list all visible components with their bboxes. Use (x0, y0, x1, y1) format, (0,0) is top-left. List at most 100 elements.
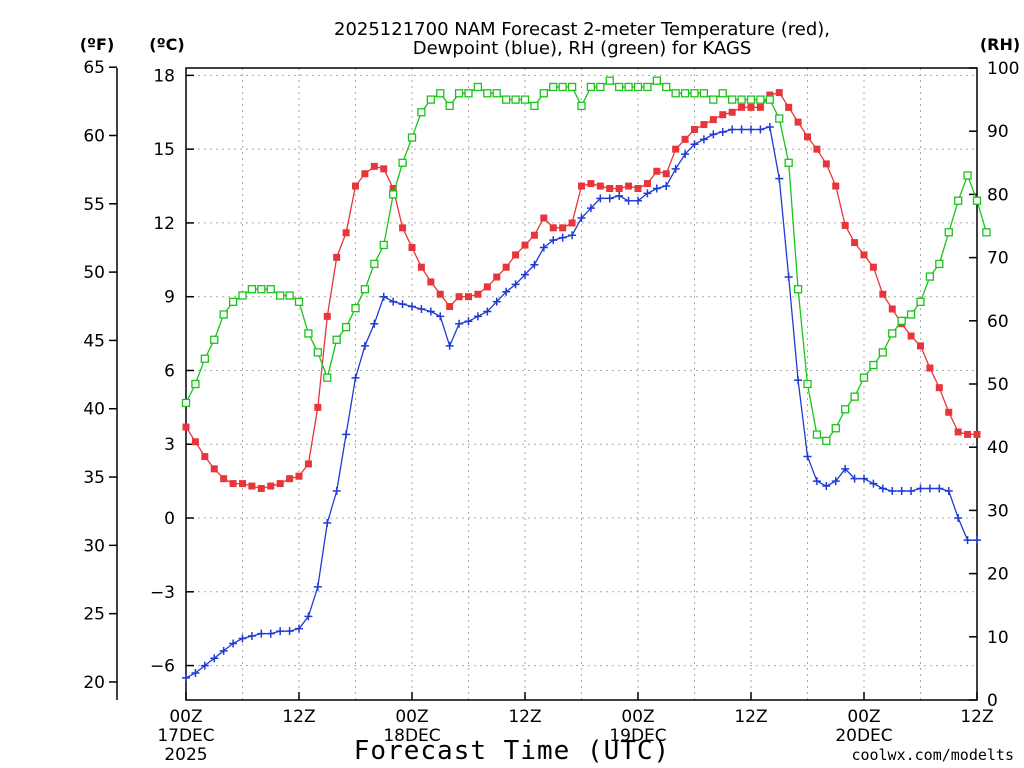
dewpoint-point (417, 304, 426, 313)
temperature-point (286, 475, 294, 483)
dewpoint-point (605, 194, 614, 203)
temperature-point (822, 160, 830, 168)
x-tick-label: 00Z (169, 707, 202, 727)
axes: 1815129630−3−665605550454035302520100908… (83, 58, 1019, 765)
temperature-point (756, 103, 764, 111)
temperature-point (361, 170, 369, 178)
temperature-point (625, 182, 633, 190)
temperature-point (804, 133, 811, 141)
rh-point (191, 379, 200, 389)
celsius-tick-label: 12 (153, 214, 175, 234)
temperature-point (342, 229, 350, 237)
x-tick-label: 12Z (282, 707, 315, 727)
rh-point (304, 329, 313, 338)
dewpoint-point (737, 125, 746, 134)
chart-title-line-2: Dewpoint (blue), RH (green) for KAGS (413, 38, 752, 59)
temperature-point (182, 423, 190, 431)
x-tick-label: 00Z (847, 707, 880, 727)
rh-point (323, 373, 332, 382)
dewpoint-point (765, 123, 774, 132)
rh-point (586, 82, 596, 92)
dewpoint-point (200, 661, 209, 670)
credit-text[interactable]: coolwx.com/modelts (851, 746, 1014, 764)
fahrenheit-tick-label: 40 (83, 400, 105, 420)
fahrenheit-tick-label: 35 (83, 468, 105, 488)
rh-point (426, 95, 435, 104)
rh-point (793, 285, 803, 294)
rh-point (276, 291, 285, 300)
temperature-point (634, 184, 642, 192)
celsius-tick-label: 9 (164, 288, 175, 308)
temperature-point (370, 162, 378, 170)
rh-point (775, 114, 784, 123)
dewpoint-point (323, 518, 332, 527)
temperature-point (964, 430, 972, 438)
temperature-point (813, 145, 821, 153)
dewpoint-point (238, 634, 247, 643)
temperature-point (399, 224, 407, 232)
dewpoint-point (662, 182, 671, 191)
dewpoint-point (398, 300, 407, 309)
rh-point (238, 291, 247, 300)
dewpoint-point (973, 536, 981, 545)
fahrenheit-tick-label: 55 (83, 195, 105, 215)
gridlines (186, 68, 977, 700)
rh-point (483, 89, 492, 98)
rh-point (332, 335, 341, 344)
temperature-point (568, 219, 576, 227)
dewpoint-point (624, 196, 633, 205)
rh-point (680, 89, 690, 98)
temperature-point (578, 182, 585, 190)
temperature-point (493, 273, 501, 281)
temperature-point (615, 184, 623, 192)
rh-point (549, 82, 558, 92)
dewpoint-point (756, 125, 765, 134)
rh-point (633, 82, 643, 92)
temperature-point (888, 305, 896, 313)
dewpoint-point (360, 341, 369, 350)
fahrenheit-tick-label: 65 (83, 58, 105, 78)
rh-point (756, 95, 765, 104)
rh-point (313, 348, 322, 357)
dewpoint-point (539, 243, 548, 252)
celsius-tick-label: −6 (150, 657, 175, 677)
rh-tick-label: 60 (987, 312, 1009, 332)
dewpoint-point (643, 189, 652, 198)
dewpoint-point (586, 204, 595, 213)
dewpoint-point (276, 627, 285, 636)
celsius-tick-label: 3 (164, 435, 175, 455)
rh-point (445, 101, 454, 111)
rh-point (389, 190, 398, 199)
temperature-point (446, 303, 454, 311)
rh-point (341, 322, 351, 332)
celsius-tick-label: 18 (153, 66, 175, 86)
temperature-point (502, 263, 510, 271)
rh-point (878, 348, 887, 357)
temperature-point (417, 263, 425, 271)
x-tick-label: 12Z (734, 707, 767, 727)
fahrenheit-tick-label: 50 (83, 263, 105, 283)
rh-point (473, 82, 483, 92)
rh-point (982, 228, 991, 237)
data-series (181, 76, 991, 682)
dewpoint-point (426, 307, 435, 316)
temperature-point (662, 170, 670, 178)
temperature-point (521, 241, 529, 249)
rh-point (784, 158, 793, 167)
temperature-point (926, 364, 934, 372)
dewpoint-point (511, 280, 520, 289)
rh-point (822, 436, 831, 446)
rh-point (228, 297, 238, 306)
rh-point (257, 285, 266, 294)
temperature-point (747, 103, 755, 111)
rh-point (351, 304, 360, 313)
dewpoint-point (897, 486, 906, 495)
temperature-point (860, 251, 868, 259)
temperature-point (191, 438, 199, 446)
celsius-tick-label: 15 (153, 140, 175, 160)
dewpoint-point (831, 477, 840, 486)
temperature-point (691, 125, 698, 133)
rh-point (690, 89, 699, 98)
temperature-point (352, 182, 359, 190)
